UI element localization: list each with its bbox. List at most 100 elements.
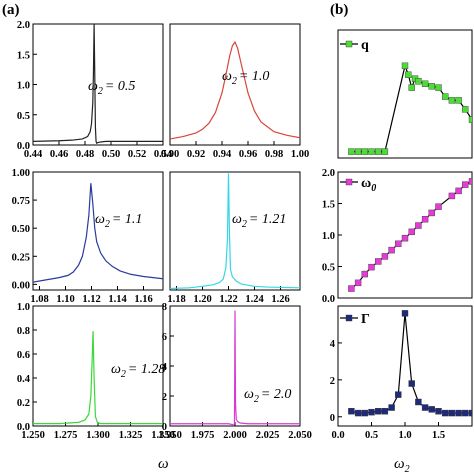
data-point [395,391,402,398]
y-tick-label: 0.2 [17,398,30,409]
y-tick-label: 2.0 [17,20,30,31]
annotation-value: = 1.1 [112,212,142,227]
panel-annotation: ω2 = 1.21 [232,212,286,230]
data-point [428,406,435,413]
panel-label-b: (b) [330,2,348,18]
data-point [405,71,412,79]
annotation-subscript: 2 [105,219,110,230]
panel-annotation: ω2 = 0.5 [88,79,135,97]
x-tick-label: 0.46 [50,149,68,160]
x-tick-label: 1.950 [158,430,182,441]
y-tick-label: 0.0 [17,422,30,433]
y-tick-label: 0.0 [17,141,30,152]
legend-label: q [361,38,369,53]
series-line [351,63,472,153]
x-axis-label-left: ω [158,456,169,472]
plot-frame [32,23,164,146]
annotation-symbol: ω [95,212,105,227]
x-axis-label-right-symbol: ω [394,456,405,472]
data-point [381,148,389,155]
x-tick-label: 1.275 [54,430,78,441]
x-tick-label: 1.18 [167,294,185,305]
y-tick-label: 1.0 [17,302,30,313]
data-point [408,228,415,236]
series-line [33,24,163,145]
legend-label: Γ [361,312,370,327]
x-tick-label: 1.00 [291,149,309,160]
data-point [368,408,375,416]
x-tick-label: 1.350 [151,430,175,441]
y-tick-label: 2 [162,392,167,403]
data-point [442,93,449,100]
x-tick-label: 0.90 [161,149,179,160]
data-point [395,240,402,248]
y-tick-label: 1.5 [17,50,30,61]
legend-marker [345,178,353,186]
x-tick-label: 0.50 [102,149,120,160]
series-line [351,313,472,414]
data-point [361,409,368,417]
y-tick-label: 0 [162,422,167,433]
data-point [448,192,456,200]
data-point [435,84,442,91]
y-tick-label: 0.4 [17,374,31,385]
x-tick-label: 2.025 [256,430,280,441]
data-point [468,116,472,123]
y-tick-label: 6 [162,332,167,343]
annotation-value: = 0.5 [105,79,135,94]
plot-frame [337,305,473,427]
annotation-symbol: ω [222,69,232,84]
data-point [435,408,442,415]
y-tick-label: 0.5 [322,263,335,274]
data-point [375,408,382,415]
data-point [448,97,456,104]
series-line [170,40,300,140]
data-point [415,222,422,229]
data-point [361,270,368,278]
data-point [455,409,462,417]
legend-subscript: 0 [371,183,376,194]
data-point [375,148,382,155]
y-tick-label: 2 [330,376,335,387]
data-point [354,279,362,287]
data-point [388,246,395,254]
x-axis-label-right: ω2 [394,456,410,474]
annotation-symbol: ω [111,362,121,377]
y-tick-label: 1.0 [322,231,335,242]
data-point [375,258,382,265]
x-tick-label: 0.92 [187,149,205,160]
x-tick-label: 0.98 [265,149,283,160]
annotation-value: = 1.0 [239,69,269,84]
x-tick-label: 0.44 [24,149,43,160]
x-tick-label: 1.22 [219,294,237,305]
data-point [348,148,355,155]
series-line [33,331,163,425]
data-point [462,106,469,113]
y-tick-label: 0.25 [12,252,30,263]
x-tick-label: 1.24 [245,294,264,305]
y-tick-label: 1.0 [17,81,30,92]
data-point [455,187,462,195]
x-tick-label: 1.250 [21,430,45,441]
chart-panel-3: 1.18 1.20 1.22 1.24 1.26 ω2 = 1.21 [167,171,301,305]
series-line [170,173,300,290]
data-point [435,203,442,210]
y-tick-label: 0.75 [12,196,30,207]
x-tick-label: 0.5 [365,430,378,441]
data-point [381,253,389,260]
data-point [401,62,409,70]
data-point [462,409,469,417]
chart-panel-6: q [337,29,473,159]
panels-group: 0.44 0.46 0.48 0.50 0.52 0.540.00.51.01.52.0ω… [12,20,473,441]
plot-frame [337,29,473,159]
chart-panel-0: 0.44 0.46 0.48 0.50 0.52 0.54 0.0 0.5 1.0 1.5 2.0 ω… [17,20,173,160]
x-tick-label: 1.975 [191,430,215,441]
y-tick-label: 2.0 [322,168,335,179]
x-tick-label: 0.48 [76,149,94,160]
chart-panel-4: 1.250 1.275 1.300 1.325 1.350 0.0 0.2 0.4 0.6 0.8… [17,302,175,441]
plot-frame [32,171,164,291]
panel-annotation: ω2 = 2.0 [244,387,291,405]
y-tick-label: 1.5 [322,200,335,211]
y-tick-label: 0 [330,413,335,424]
